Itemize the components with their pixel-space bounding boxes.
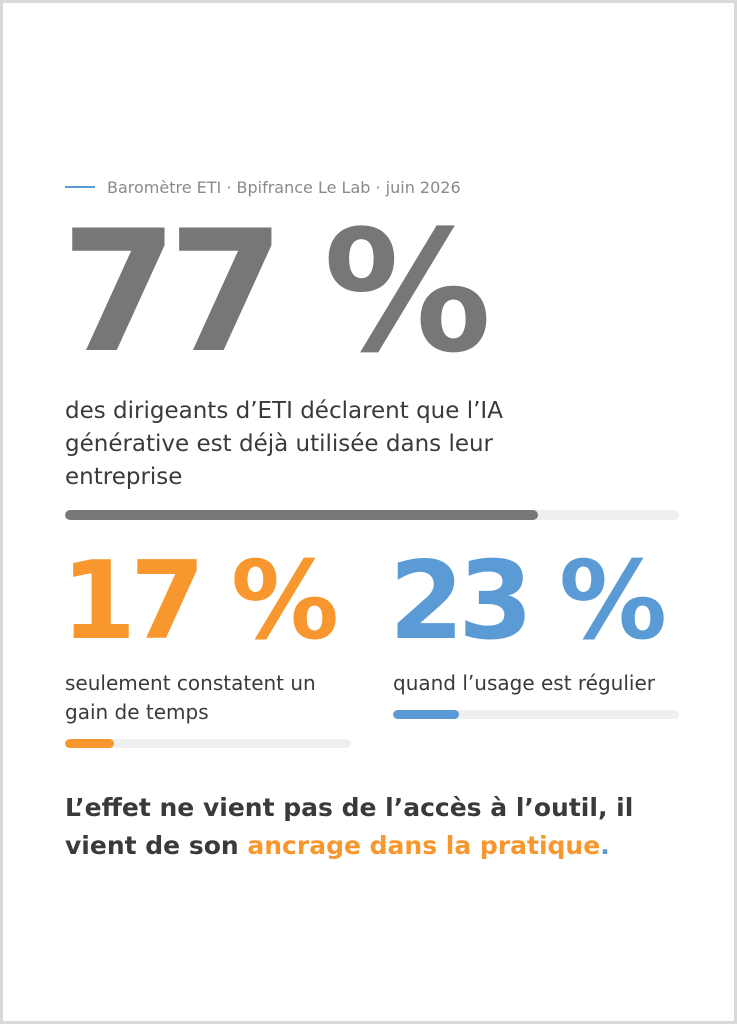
main-stat-description: des dirigeants d’ETI déclarent que l’IA …: [65, 398, 503, 490]
conclusion-highlight: ancrage dans la pratique: [247, 831, 601, 860]
time-gain-stat-value: 17 %: [61, 539, 339, 664]
source-rule: [65, 186, 95, 188]
regular-use-stat-bar: [393, 710, 679, 719]
time-gain-stat-bar: [65, 739, 351, 748]
regular-use-stat-description: quand l’usage est régulier: [393, 671, 656, 695]
regular-use-stat-value: 23 %: [389, 539, 667, 664]
source-text: Baromètre ETI · Bpifrance Le Lab · juin …: [107, 177, 461, 197]
conclusion-text: L’effet ne vient pas de l’accès à l’outi…: [65, 793, 634, 860]
main-stat-value: 77 %: [61, 194, 492, 390]
time-gain-stat-bar-fill: [65, 739, 114, 748]
source-line: Baromètre ETI · Bpifrance Le Lab · juin …: [65, 175, 461, 199]
regular-use-stat-bar-fill: [393, 710, 459, 719]
main-stat-bar: [65, 510, 679, 520]
time-gain-stat-description: seulement constatent un gain de temps: [65, 671, 316, 724]
conclusion-statement: L’effet ne vient pas de l’accès à l’outi…: [65, 789, 705, 865]
main-stat-bar-fill: [65, 510, 538, 520]
conclusion-end-dot: .: [600, 831, 610, 860]
